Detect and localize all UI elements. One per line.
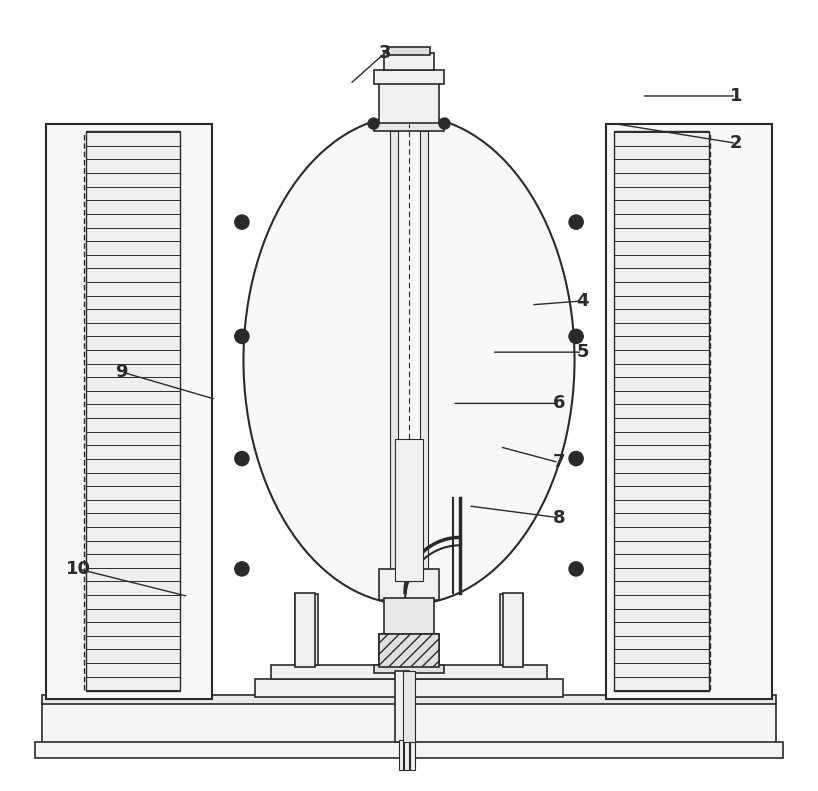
Bar [47, 123, 212, 699]
Bar [255, 679, 563, 697]
Bar [398, 740, 403, 770]
Text: 8: 8 [552, 509, 565, 527]
Bar [43, 695, 775, 705]
Text: 9: 9 [115, 363, 128, 380]
Bar [390, 131, 398, 581]
Bar [374, 70, 444, 84]
Circle shape [569, 329, 583, 343]
Text: 2: 2 [730, 134, 743, 153]
Ellipse shape [244, 115, 574, 604]
Text: 4: 4 [576, 292, 589, 310]
Bar [395, 439, 423, 581]
Circle shape [439, 118, 450, 129]
Circle shape [235, 452, 249, 466]
Circle shape [235, 562, 249, 576]
Bar [606, 123, 771, 699]
Bar [379, 634, 439, 668]
Bar [290, 427, 307, 455]
Bar [43, 703, 775, 746]
Bar [374, 665, 444, 673]
Bar [500, 594, 524, 665]
Circle shape [368, 118, 379, 129]
Circle shape [569, 215, 583, 229]
Text: 10: 10 [65, 560, 91, 578]
Bar [295, 592, 315, 668]
Bar [379, 634, 439, 668]
Text: 1: 1 [730, 87, 743, 105]
Bar [379, 569, 439, 600]
Bar [388, 47, 430, 55]
Bar [271, 665, 547, 679]
Circle shape [569, 562, 583, 576]
Bar [404, 740, 409, 770]
Bar [379, 80, 439, 123]
Bar [86, 131, 181, 691]
Text: 5: 5 [576, 343, 589, 361]
Bar [384, 53, 434, 70]
Bar [374, 123, 444, 131]
Text: 6: 6 [552, 395, 565, 412]
Circle shape [235, 215, 249, 229]
Circle shape [235, 329, 249, 343]
Bar [614, 131, 708, 691]
Bar [511, 427, 528, 455]
Bar [395, 672, 409, 742]
Bar [402, 672, 416, 742]
Bar [410, 740, 415, 770]
Circle shape [569, 452, 583, 466]
Bar [503, 592, 523, 668]
Bar [294, 594, 318, 665]
Text: 3: 3 [379, 44, 392, 62]
Text: 7: 7 [552, 453, 565, 471]
Bar [34, 742, 784, 758]
Bar [420, 131, 428, 581]
Bar [384, 598, 434, 636]
